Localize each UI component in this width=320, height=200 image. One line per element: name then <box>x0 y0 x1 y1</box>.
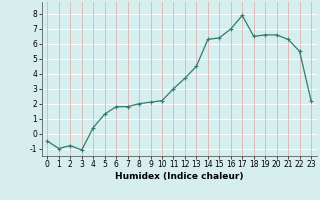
X-axis label: Humidex (Indice chaleur): Humidex (Indice chaleur) <box>115 172 244 181</box>
